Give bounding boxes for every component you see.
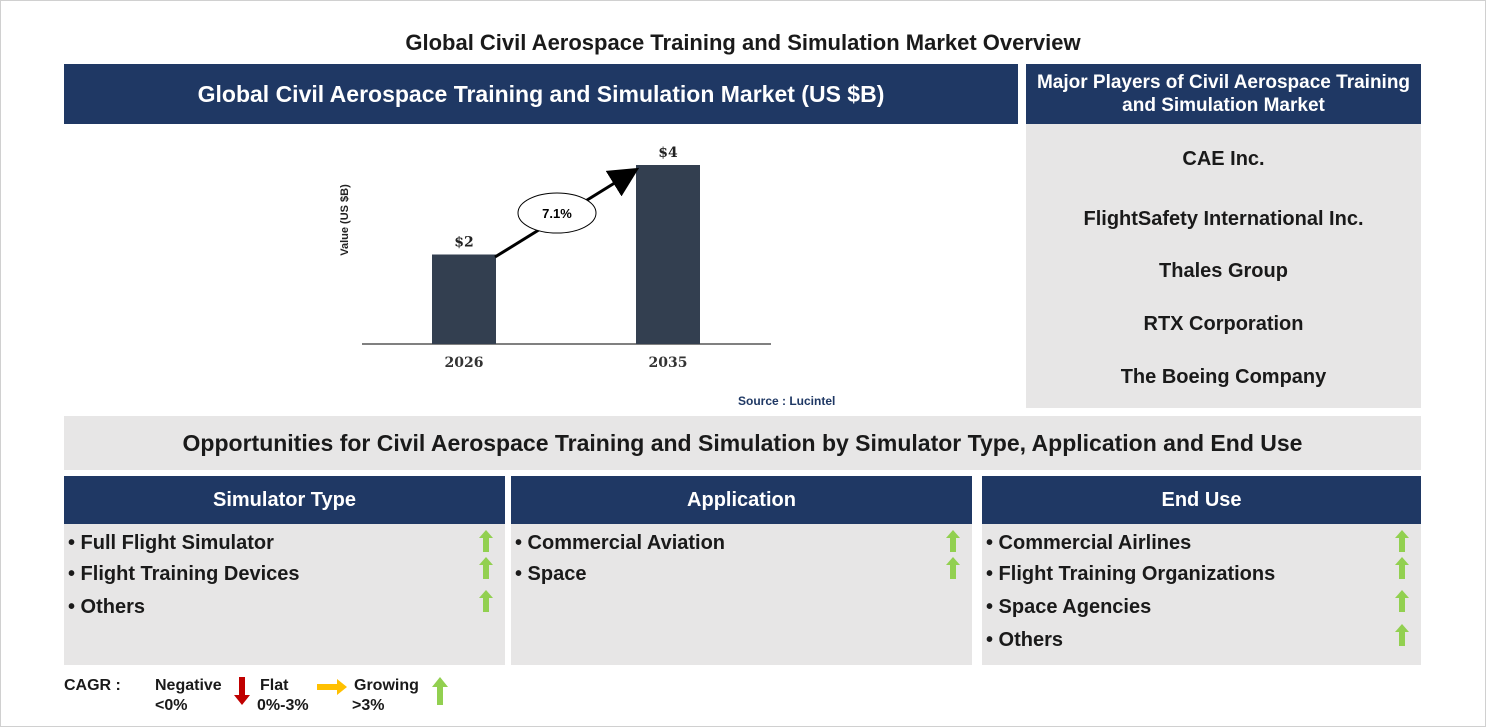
bar-2026 xyxy=(432,254,496,344)
player-item: FlightSafety International Inc. xyxy=(1083,208,1364,230)
growing-arrow-icon xyxy=(1395,590,1409,612)
growing-arrow-icon xyxy=(479,530,493,552)
growing-arrow-icon xyxy=(946,530,960,552)
segment-body-application: • Commercial Aviation • Space xyxy=(511,524,972,665)
list-item: • Others xyxy=(986,629,1064,651)
tick-label-2035: 2035 xyxy=(649,355,688,371)
growing-arrow-icon xyxy=(1395,557,1409,579)
growing-arrow-icon xyxy=(1395,530,1409,552)
growing-arrow-icon xyxy=(1395,624,1409,646)
growing-arrow-icon xyxy=(432,677,448,705)
bar-2035 xyxy=(636,165,700,344)
legend-flat-label: Flat xyxy=(260,677,289,694)
bar-chart: $2 $4 2026 2035 7.1% xyxy=(362,145,771,371)
page-title: Global Civil Aerospace Training and Simu… xyxy=(405,30,1081,55)
growing-arrow-icon xyxy=(946,557,960,579)
legend-negative-range: <0% xyxy=(155,697,188,714)
flat-arrow-icon xyxy=(317,679,347,695)
growing-arrow-icon xyxy=(479,557,493,579)
list-item: • Commercial Aviation xyxy=(515,532,726,554)
cagr-ellipse xyxy=(517,192,597,234)
segment-body-end-use: • Commercial Airlines • Flight Training … xyxy=(982,524,1421,665)
growing-arrow-icon xyxy=(479,590,493,612)
list-item: • Others xyxy=(68,596,146,618)
player-item: The Boeing Company xyxy=(1120,366,1327,388)
legend-negative-label: Negative xyxy=(155,677,222,694)
segment-header-simulator-type: Simulator Type xyxy=(64,476,505,524)
segment-header-end-use: End Use xyxy=(982,476,1421,524)
segment-header-application: Application xyxy=(511,476,972,524)
source-note: Source : Lucintel xyxy=(738,394,836,408)
list-item: • Flight Training Organizations xyxy=(986,563,1276,585)
value-label-2026: $2 xyxy=(454,235,473,251)
legend-growing-label: Growing xyxy=(354,677,419,694)
tick-label-2026: 2026 xyxy=(445,355,484,371)
list-item: • Space Agencies xyxy=(986,596,1152,618)
list-item: • Space xyxy=(515,563,587,585)
players-header: Major Players of Civil Aerospace Trainin… xyxy=(1026,64,1421,124)
player-item: Thales Group xyxy=(1159,260,1288,282)
segment-body-simulator-type: • Full Flight Simulator • Flight Trainin… xyxy=(64,524,505,665)
negative-arrow-icon xyxy=(234,677,250,705)
legend-flat-range: 0%-3% xyxy=(257,697,309,714)
player-item: CAE Inc. xyxy=(1182,148,1265,170)
cagr-label: 7.1% xyxy=(542,206,572,221)
opportunities-header: Opportunities for Civil Aerospace Traini… xyxy=(64,416,1421,470)
players-list: CAE Inc. FlightSafety International Inc.… xyxy=(1026,124,1421,408)
list-item: • Full Flight Simulator xyxy=(68,532,274,554)
value-label-2035: $4 xyxy=(658,145,678,161)
legend-cagr-label: CAGR : xyxy=(64,677,121,694)
legend-growing-range: >3% xyxy=(352,697,385,714)
list-item: • Flight Training Devices xyxy=(68,563,300,585)
player-item: RTX Corporation xyxy=(1143,313,1304,335)
chart-header: Global Civil Aerospace Training and Simu… xyxy=(64,64,1018,124)
list-item: • Commercial Airlines xyxy=(986,532,1192,554)
